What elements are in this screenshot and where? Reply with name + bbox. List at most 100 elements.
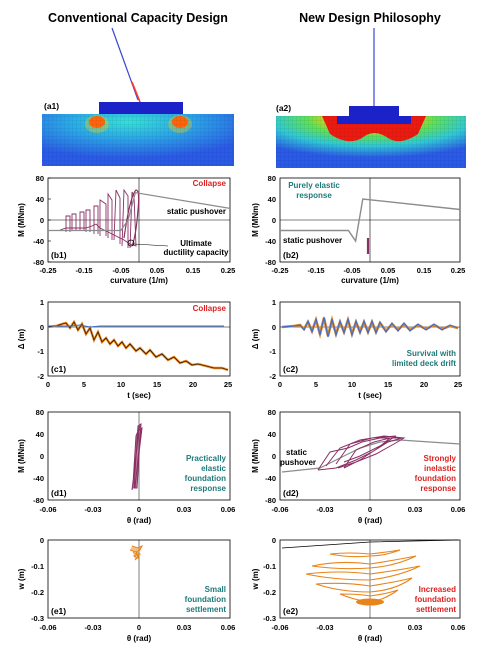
ytick: -2 — [37, 372, 44, 381]
ytick: -80 — [265, 258, 276, 267]
drift-response-blue — [281, 316, 459, 338]
foundation-hysteresis — [131, 423, 143, 491]
ytick: 0 — [40, 216, 44, 225]
xtick: -0.03 — [316, 505, 333, 514]
inelastic-foundation-label: foundation — [415, 474, 456, 483]
xtick: 0 — [46, 380, 50, 389]
ytick: 80 — [268, 174, 276, 183]
y-axis-label: M (MNm) — [17, 439, 26, 473]
static-pushover-label: static — [286, 448, 307, 457]
ytick: 0 — [40, 323, 44, 332]
plot-frame — [279, 301, 461, 377]
static-pushover-curve — [48, 192, 231, 232]
ytick: -40 — [33, 237, 44, 246]
foundation-cap — [349, 106, 399, 116]
xtick: 25 — [224, 380, 232, 389]
xtick: 0.06 — [221, 623, 236, 632]
static-pushover-curve — [280, 198, 461, 243]
ultimate-marker — [127, 239, 135, 247]
xtick: -0.06 — [39, 623, 56, 632]
static-pushover-label: pushover — [280, 458, 316, 467]
ytick: 0 — [40, 536, 44, 545]
ytick: -0.2 — [31, 588, 44, 597]
x-axis-label: curvature (1/m) — [341, 276, 399, 285]
xtick: 0.25 — [451, 266, 466, 275]
drift-response-black — [47, 321, 229, 371]
chart-d2: 80 40 0 -40 -80 -0.06 -0.03 0 0.03 0.06 … — [251, 408, 465, 525]
foundation-hysteresis — [317, 435, 406, 471]
ytick: 40 — [36, 430, 44, 439]
xtick: -0.25 — [271, 266, 288, 275]
xtick: 20 — [420, 380, 428, 389]
x-axis-label: curvature (1/m) — [110, 276, 168, 285]
xtick: -0.06 — [271, 623, 288, 632]
y-axis-label: Δ (m) — [17, 328, 26, 349]
settlement-trace — [305, 549, 421, 603]
xtick: -0.06 — [39, 505, 56, 514]
xtick: 0.05 — [381, 266, 396, 275]
ytick: -0.3 — [263, 614, 276, 623]
y-axis-label: M (MNm) — [17, 203, 26, 237]
panel-label-d2: (d2) — [283, 488, 299, 498]
x-axis-label: θ (rad) — [358, 634, 383, 643]
elastic-label: response — [296, 191, 332, 200]
right-column-title: New Design Philosophy — [299, 11, 441, 25]
xtick: 0 — [137, 505, 141, 514]
panel-a1: (a1) — [42, 27, 234, 166]
panel-label-a2: (a2) — [276, 103, 291, 113]
panel-label-c1: (c1) — [51, 364, 66, 374]
xtick: 20 — [189, 380, 197, 389]
xtick: 0.06 — [451, 505, 466, 514]
ytick: 80 — [268, 408, 276, 417]
ytick: 80 — [36, 408, 44, 417]
ytick: -40 — [33, 474, 44, 483]
x-axis-label: θ (rad) — [358, 516, 383, 525]
panel-a2: (a2) — [276, 28, 466, 168]
xtick: 0.25 — [221, 266, 236, 275]
xtick: -0.05 — [343, 266, 360, 275]
elastic-foundation-label: elastic — [201, 464, 226, 473]
xtick: 0 — [137, 623, 141, 632]
xtick: 10 — [348, 380, 356, 389]
ytick: -0.2 — [263, 588, 276, 597]
xtick: 0.03 — [408, 623, 423, 632]
ytick: 1 — [40, 298, 44, 307]
xtick: 10 — [117, 380, 125, 389]
collapse-label: Collapse — [193, 179, 227, 188]
xtick: -0.15 — [307, 266, 324, 275]
ytick: 80 — [36, 174, 44, 183]
xtick: 0.06 — [451, 623, 466, 632]
xtick: 0.15 — [417, 266, 432, 275]
increased-settlement-label: Increased — [419, 585, 456, 594]
ytick: -0.1 — [263, 562, 276, 571]
ytick: -1 — [269, 347, 276, 356]
xtick: 0 — [278, 380, 282, 389]
elastic-foundation-label: foundation — [185, 474, 226, 483]
chart-b2: 80 40 0 -40 -80 -0.25 -0.15 -0.05 0.05 0… — [251, 174, 465, 285]
final-settlement — [356, 598, 384, 606]
xtick: 0.03 — [408, 505, 423, 514]
ytick: 0 — [272, 323, 276, 332]
xtick: 25 — [454, 380, 462, 389]
xtick: 0.15 — [186, 266, 201, 275]
panel-label-b1: (b1) — [51, 250, 67, 260]
panel-label-a1: (a1) — [44, 101, 59, 111]
ytick: 0 — [272, 536, 276, 545]
panel-label-c2: (c2) — [283, 364, 298, 374]
ytick: -1 — [37, 347, 44, 356]
y-axis-label: M (MNm) — [251, 439, 260, 473]
chart-e2: 0 -0.1 -0.2 -0.3 -0.06 -0.03 0 0.03 0.06… — [251, 536, 465, 643]
xtick: 15 — [384, 380, 392, 389]
increased-settlement-label: settlement — [416, 605, 456, 614]
chart-b1: 80 40 0 -40 -80 -0.25 -0.15 -0.05 0.05 0… — [17, 174, 235, 285]
ytick: 40 — [268, 195, 276, 204]
ytick: -2 — [269, 372, 276, 381]
xtick: 0 — [368, 505, 372, 514]
panel-label-e2: (e2) — [283, 606, 298, 616]
ytick: 40 — [36, 195, 44, 204]
panel-label-e1: (e1) — [51, 606, 66, 616]
hysteresis-loops — [59, 188, 137, 249]
xtick: -0.25 — [39, 266, 56, 275]
inelastic-foundation-label: Strongly — [424, 454, 457, 463]
